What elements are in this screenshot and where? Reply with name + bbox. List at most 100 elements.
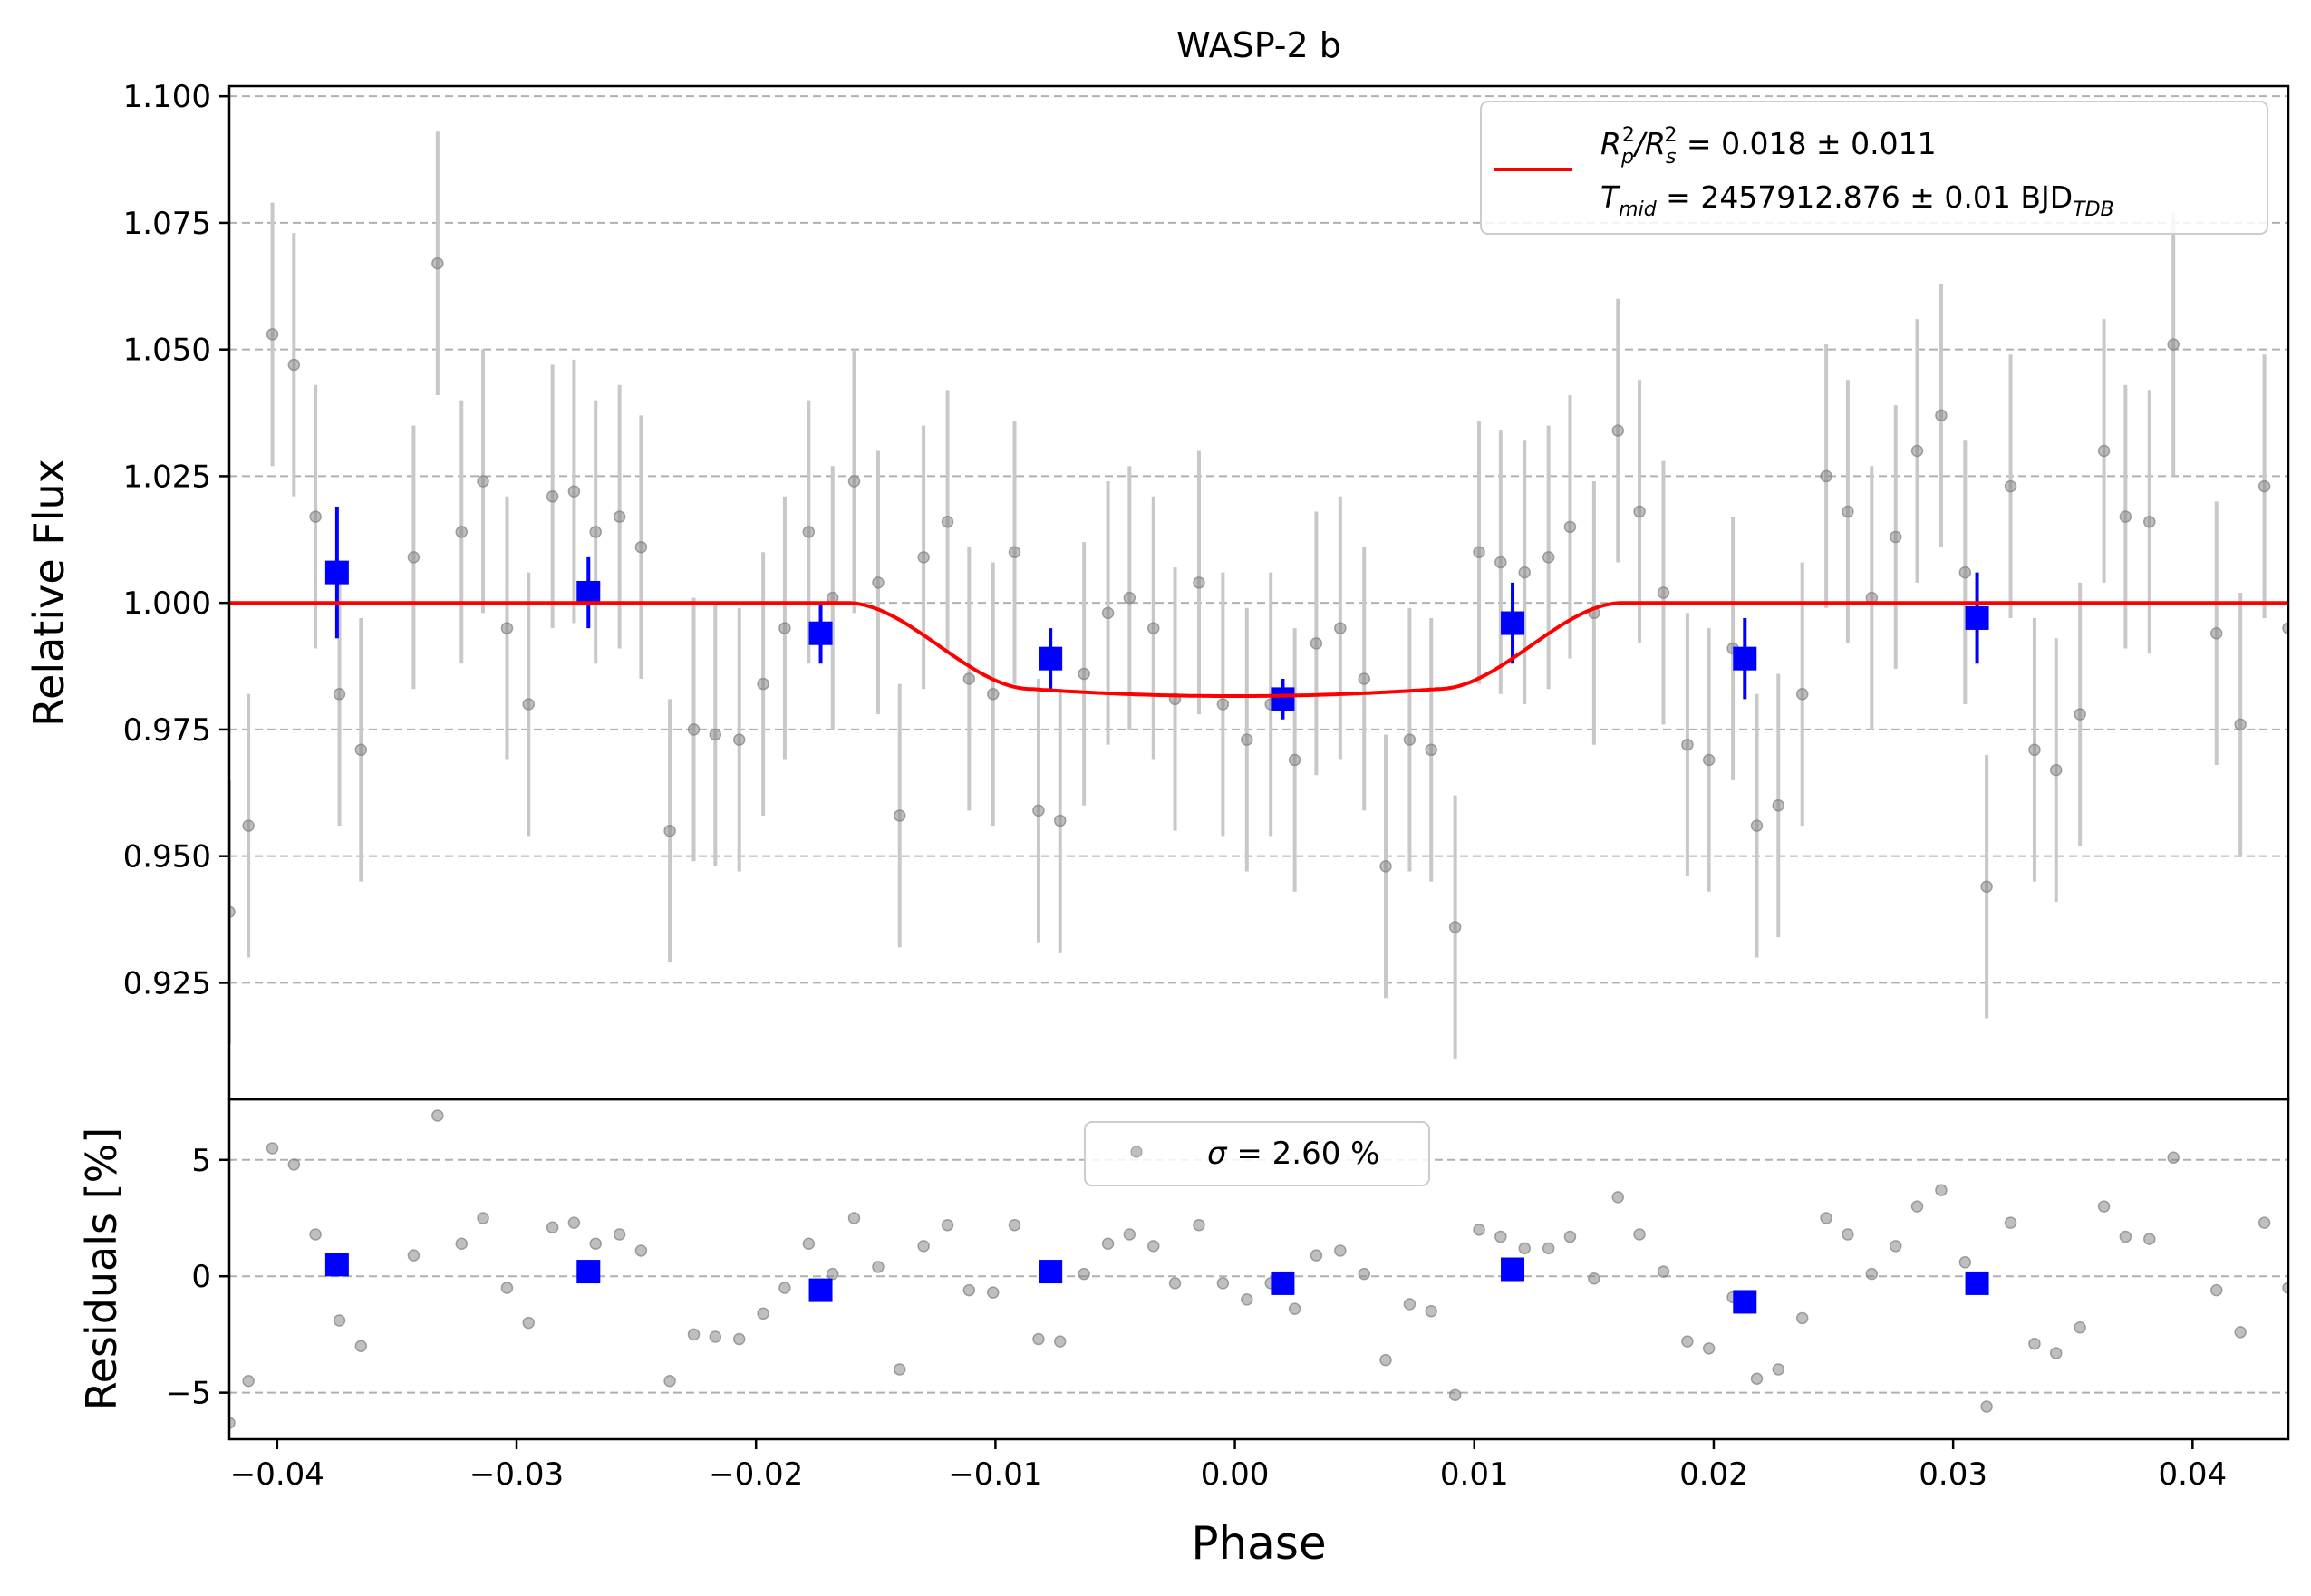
legend-residual-swatch <box>1130 1146 1143 1158</box>
data-point <box>1216 698 1230 711</box>
residual-point <box>242 1375 255 1388</box>
data-point <box>1078 667 1090 681</box>
data-point <box>663 824 676 837</box>
data-point <box>2119 510 2132 523</box>
data-point <box>1750 819 1764 832</box>
residual-point <box>893 1363 906 1376</box>
data-point <box>2097 444 2111 458</box>
data-point <box>1842 505 1854 518</box>
data-point <box>1358 672 1370 685</box>
x-tick-label: 0.04 <box>2158 1456 2227 1493</box>
data-point <box>407 551 421 564</box>
data-point <box>287 358 301 372</box>
main-y-tick-label: 0.950 <box>123 839 211 875</box>
residual-point <box>1702 1342 1716 1355</box>
data-point <box>757 677 769 691</box>
residual-point <box>1633 1228 1646 1241</box>
data-point <box>2282 622 2288 634</box>
data-point <box>847 475 861 488</box>
residual-point <box>567 1216 581 1229</box>
transit-model-line <box>229 601 2288 698</box>
binned-point <box>1271 687 1295 711</box>
x-tick-label: 0.03 <box>1919 1456 1987 1493</box>
main-y-tick-label: 1.025 <box>123 459 211 495</box>
binned-point <box>1039 646 1063 671</box>
residual-point <box>1750 1372 1764 1385</box>
data-point <box>2258 479 2271 493</box>
residual-point <box>354 1340 368 1353</box>
data-point <box>1795 688 1809 701</box>
data-point <box>1820 469 1832 483</box>
data-point <box>987 688 1000 701</box>
data-point <box>1518 566 1531 579</box>
residual-point <box>1865 1267 1879 1281</box>
x-tick-label: −0.04 <box>230 1456 324 1493</box>
data-point <box>1288 753 1301 767</box>
residual-point <box>1657 1265 1670 1278</box>
data-point <box>778 622 791 634</box>
main-panel: 0.925 0.950 0.975 1.000 1.025 1.050 1.075 1.100… <box>24 79 2290 1101</box>
binned-point <box>324 560 349 585</box>
data-point <box>709 728 722 741</box>
data-point <box>1980 880 1993 893</box>
residual-point <box>962 1283 976 1297</box>
data-point <box>1473 546 1485 559</box>
x-tick-label: −0.01 <box>948 1456 1042 1493</box>
main-y-tick-label: 1.000 <box>123 585 211 622</box>
residual-binned-point <box>324 1253 349 1277</box>
residual-point <box>2209 1283 2223 1297</box>
data-point <box>546 490 559 503</box>
residuals-legend-box <box>1084 1121 1430 1186</box>
residuals-legend: σ = 2.60 % <box>1084 1121 1430 1186</box>
data-point <box>1542 551 1555 564</box>
residual-point <box>229 1417 236 1429</box>
residual-point <box>333 1314 346 1327</box>
data-point <box>1958 566 1972 579</box>
data-point <box>2167 338 2180 351</box>
residual-point <box>802 1237 816 1250</box>
residual-point <box>613 1228 626 1241</box>
residual-point <box>522 1316 535 1330</box>
data-point <box>2234 718 2247 731</box>
residual-point <box>1379 1353 1392 1367</box>
residual-point <box>826 1267 839 1281</box>
residual-point <box>1241 1293 1253 1306</box>
main-y-tick-label: 1.100 <box>123 79 211 115</box>
data-point <box>1910 444 1924 458</box>
main-legend: Rp2/Rs2 = 0.018 ± 0.011 Tmid = 2457912.8… <box>1480 101 2268 235</box>
data-point <box>2028 743 2041 757</box>
residual-binned-point <box>1733 1290 1757 1314</box>
data-point <box>1935 409 1948 422</box>
residual-point <box>266 1142 279 1155</box>
data-point <box>2004 479 2017 493</box>
residual-point <box>455 1237 469 1250</box>
residual-point <box>709 1330 722 1343</box>
residual-point <box>917 1240 930 1253</box>
residual-point <box>1288 1302 1301 1315</box>
x-axis: −0.04 −0.03 −0.02 −0.01 0.00 0.01 0.02 0.03 0.04 <box>230 1439 2227 1493</box>
data-point <box>1563 520 1577 534</box>
main-y-tick-label: 0.925 <box>123 965 211 1001</box>
data-point <box>962 672 976 685</box>
residual-point <box>757 1307 769 1320</box>
residuals-y-tick-label: 5 <box>191 1143 211 1179</box>
main-axes-frame <box>227 84 2290 1101</box>
data-point <box>1008 546 1021 559</box>
data-point <box>1334 622 1347 634</box>
residual-point <box>287 1158 301 1171</box>
residual-point <box>687 1328 701 1341</box>
data-point <box>1101 606 1115 620</box>
data-point <box>1633 505 1646 518</box>
data-point <box>2074 708 2086 721</box>
residual-point <box>1448 1388 1462 1401</box>
data-point <box>242 819 255 832</box>
data-point <box>1147 622 1160 634</box>
residual-point <box>1681 1335 1694 1348</box>
data-point <box>917 551 930 564</box>
binned-point <box>808 621 833 645</box>
residual-point <box>500 1282 514 1294</box>
residual-point <box>407 1249 421 1262</box>
residual-point <box>1032 1332 1045 1346</box>
residual-point <box>1820 1212 1832 1224</box>
data-point <box>941 515 954 528</box>
